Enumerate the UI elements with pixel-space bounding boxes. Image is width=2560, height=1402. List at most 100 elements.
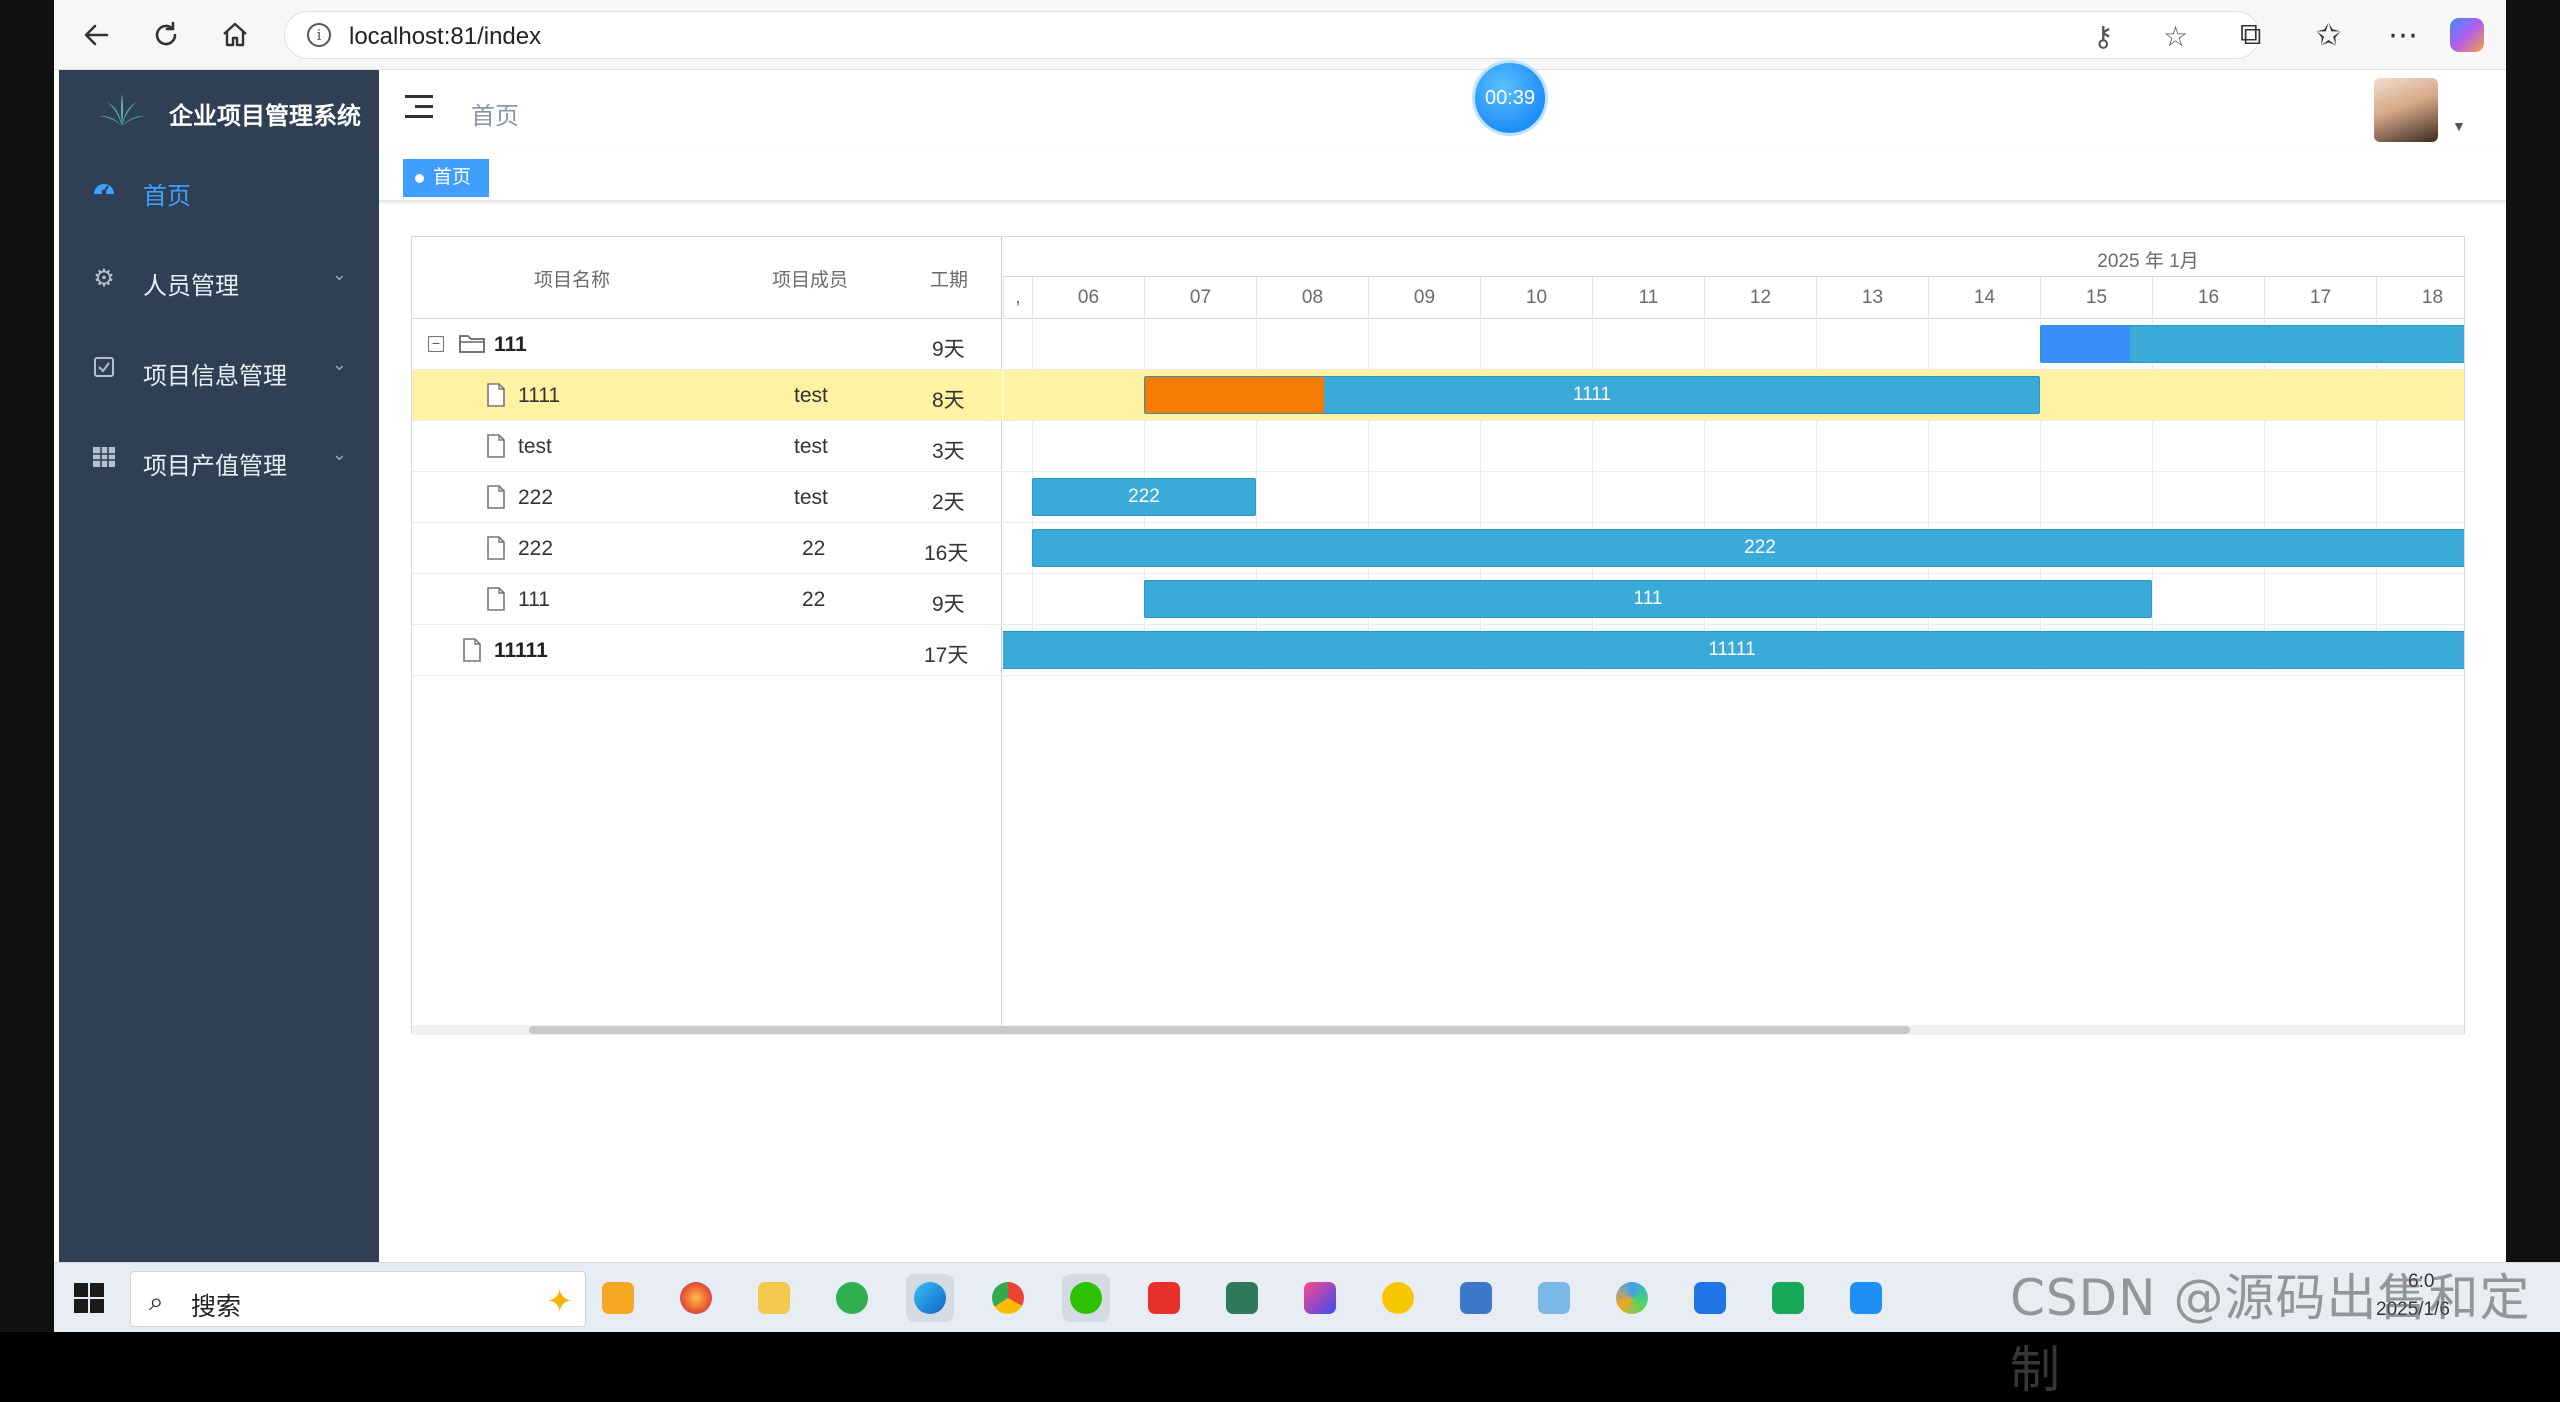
clock-date[interactable]: 2025/1/6 bbox=[2376, 1299, 2450, 1320]
timeline-row[interactable] bbox=[1003, 625, 2464, 676]
taskbar-app-yellow[interactable] bbox=[1374, 1274, 1422, 1322]
menu-toggle-icon[interactable] bbox=[405, 95, 433, 119]
chrome-icon bbox=[992, 1282, 1024, 1314]
breadcrumb[interactable]: 首页 bbox=[471, 103, 519, 130]
table-row[interactable]: 222 22 16天 bbox=[412, 523, 1002, 574]
timeline-row[interactable] bbox=[1003, 523, 2464, 574]
windows-start-icon[interactable] bbox=[74, 1283, 104, 1313]
table-row[interactable]: 11111 17天 bbox=[412, 625, 1002, 676]
address-bar[interactable]: i localhost:81/index ⚷ ☆ bbox=[284, 11, 2260, 59]
task-name: test bbox=[518, 435, 552, 458]
taskbar-app-lark[interactable] bbox=[1842, 1274, 1890, 1322]
logo-row: 企业项目管理系统 bbox=[59, 70, 379, 150]
horizontal-scrollbar-thumb[interactable] bbox=[529, 1026, 1910, 1034]
task-bar[interactable]: 222 bbox=[1032, 529, 2464, 567]
back-button[interactable] bbox=[78, 17, 114, 53]
password-key-icon[interactable]: ⚷ bbox=[2093, 21, 2114, 52]
taskbar-app-edge[interactable] bbox=[906, 1274, 954, 1322]
menu-item-project-output[interactable]: 项目产值管理 ⌄ bbox=[59, 420, 379, 500]
timeline-row[interactable] bbox=[1003, 319, 2464, 370]
collapse-toggle-icon[interactable]: − bbox=[428, 336, 444, 352]
favorite-star-icon[interactable]: ☆ bbox=[2163, 21, 2189, 52]
task-progress bbox=[2041, 326, 2131, 362]
task-bar[interactable]: 222 bbox=[1032, 478, 1256, 516]
task-bar[interactable]: 1111 bbox=[1144, 376, 2040, 414]
taskbar-app-blue[interactable] bbox=[1686, 1274, 1734, 1322]
timeline-day-cell: 09 bbox=[1368, 277, 1480, 319]
circle-app-icon bbox=[1616, 1282, 1648, 1314]
tag-home-label: 首页 bbox=[433, 167, 472, 188]
yellow-app-icon bbox=[1382, 1282, 1414, 1314]
menu-item-personnel[interactable]: ⚙ 人员管理 ⌄ bbox=[59, 240, 379, 320]
taskbar-app-remote[interactable] bbox=[1452, 1274, 1500, 1322]
task-member: 22 bbox=[802, 588, 826, 611]
timeline-row[interactable] bbox=[1003, 574, 2464, 625]
timeline-day-cell: 08 bbox=[1256, 277, 1368, 319]
taskbar-app-intellij[interactable] bbox=[1296, 1274, 1344, 1322]
timeline-day-cell: , bbox=[1003, 277, 1032, 319]
caret-down-icon[interactable]: ▼ bbox=[2452, 118, 2466, 134]
timeline-day-cell: 17 bbox=[2264, 277, 2376, 319]
tag-home[interactable]: 首页 bbox=[403, 159, 489, 197]
taskbar-app-wps[interactable] bbox=[1140, 1274, 1188, 1322]
url-text[interactable]: localhost:81/index bbox=[349, 23, 542, 50]
table-row[interactable]: 1111 test 8天 bbox=[412, 370, 1002, 421]
timeline-day-cell: 06 bbox=[1032, 277, 1144, 319]
task-member: test bbox=[794, 435, 828, 458]
taskbar-app-bookmark[interactable] bbox=[594, 1274, 642, 1322]
taskbar-app-circle[interactable] bbox=[1608, 1274, 1656, 1322]
timeline-row[interactable] bbox=[1003, 472, 2464, 523]
menu-item-project-info[interactable]: 项目信息管理 ⌄ bbox=[59, 330, 379, 410]
timeline-gridline bbox=[2264, 319, 2265, 670]
task-duration: 17天 bbox=[924, 644, 969, 667]
taskbar-app-media[interactable] bbox=[1218, 1274, 1266, 1322]
clock-time[interactable]: 6:0 bbox=[2408, 1271, 2435, 1292]
favorites-list-icon[interactable]: ✩ bbox=[2316, 19, 2342, 52]
task-bar[interactable]: 111 bbox=[1144, 580, 2152, 618]
gear-icon: ⚙ bbox=[93, 265, 115, 292]
intellij-icon bbox=[1304, 1282, 1336, 1314]
timeline-day-cell: 14 bbox=[1928, 277, 2040, 319]
table-row[interactable]: test test 3天 bbox=[412, 421, 1002, 472]
site-info-icon[interactable]: i bbox=[307, 23, 331, 47]
taskbar-app-chat[interactable] bbox=[1764, 1274, 1812, 1322]
task-bar[interactable]: 11111 bbox=[1003, 631, 2464, 669]
ie-browser-icon bbox=[836, 1282, 868, 1314]
col-header-duration[interactable]: 工期 bbox=[930, 270, 969, 291]
table-row[interactable]: − 111 9天 bbox=[412, 319, 1002, 370]
table-row[interactable]: 222 test 2天 bbox=[412, 472, 1002, 523]
copilot-icon[interactable] bbox=[2450, 18, 2484, 52]
gantt-grid-header: 项目名称 项目成员 工期 bbox=[412, 237, 1002, 319]
taskbar-search[interactable]: ⌕ 搜索 ✦ bbox=[130, 1271, 586, 1327]
back-arrow-icon bbox=[84, 24, 109, 46]
taskbar-app-files[interactable] bbox=[750, 1274, 798, 1322]
extensions-icon[interactable]: ⧉ bbox=[2240, 18, 2262, 51]
timeline-row[interactable] bbox=[1003, 421, 2464, 472]
col-header-members[interactable]: 项目成员 bbox=[772, 270, 849, 291]
timeline-gridline bbox=[1256, 319, 1257, 670]
home-button[interactable] bbox=[217, 17, 253, 53]
menu-item-home[interactable]: 首页 bbox=[59, 150, 379, 230]
taskbar-app-browser[interactable] bbox=[828, 1274, 876, 1322]
timer-badge[interactable]: 00:39 bbox=[1472, 60, 1548, 136]
timeline-gridline bbox=[1816, 319, 1817, 670]
avatar[interactable] bbox=[2374, 78, 2438, 142]
timeline-gridline bbox=[2040, 319, 2041, 670]
task-bar-label: 222 bbox=[1744, 537, 1776, 558]
task-bar[interactable] bbox=[2040, 325, 2464, 363]
notes-app-icon bbox=[1538, 1282, 1570, 1314]
more-options-icon[interactable]: ⋯ bbox=[2388, 19, 2418, 52]
dashboard-icon bbox=[91, 176, 117, 202]
table-row[interactable]: 111 22 9天 bbox=[412, 574, 1002, 625]
timeline-gridline bbox=[1928, 319, 1929, 670]
task-member: 22 bbox=[802, 537, 826, 560]
taskbar-app-firefox[interactable] bbox=[672, 1274, 720, 1322]
col-header-name[interactable]: 项目名称 bbox=[534, 270, 611, 291]
taskbar-app-chrome[interactable] bbox=[984, 1274, 1032, 1322]
file-icon bbox=[487, 587, 505, 611]
timeline-month-label: 2025 年 1月 bbox=[2097, 251, 2199, 272]
taskbar-app-notes[interactable] bbox=[1530, 1274, 1578, 1322]
taskbar-app-wechat[interactable] bbox=[1062, 1274, 1110, 1322]
reload-button[interactable] bbox=[148, 17, 184, 53]
